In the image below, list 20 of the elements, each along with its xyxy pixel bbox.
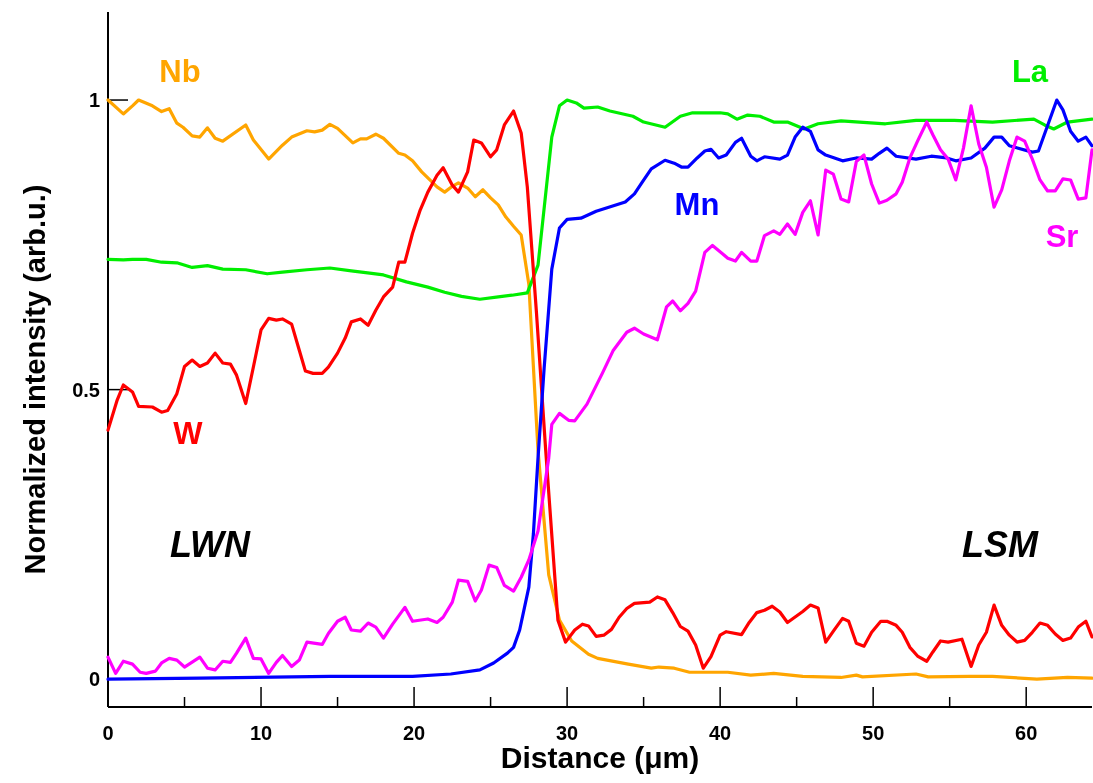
x-tick-label: 0 <box>102 722 114 744</box>
x-tick-label: 10 <box>249 722 273 744</box>
x-axis-title: Distance (μm) <box>500 741 700 774</box>
series-label: Mn <box>674 187 720 222</box>
x-tick-label: 20 <box>402 722 426 744</box>
x-tick-label: 40 <box>709 722 732 744</box>
y-tick-label: 1 <box>88 89 100 112</box>
y-tick-label: 0 <box>88 668 100 691</box>
series-label: Nb <box>159 54 201 89</box>
x-tick-label: 60 <box>1015 722 1038 744</box>
annotation: LWN <box>170 524 251 565</box>
series-label: La <box>1011 54 1049 89</box>
series-label: W <box>173 416 204 451</box>
y-tick-label: 0.5 <box>72 378 100 401</box>
series-label: Sr <box>1045 219 1079 254</box>
x-tick-label: 30 <box>555 722 579 744</box>
annotation: LSM <box>962 524 1039 565</box>
line-series <box>106 98 1093 301</box>
x-tick-label: 50 <box>862 722 885 744</box>
y-axis-title: Normalized intensity (arb.u.) <box>19 184 51 575</box>
